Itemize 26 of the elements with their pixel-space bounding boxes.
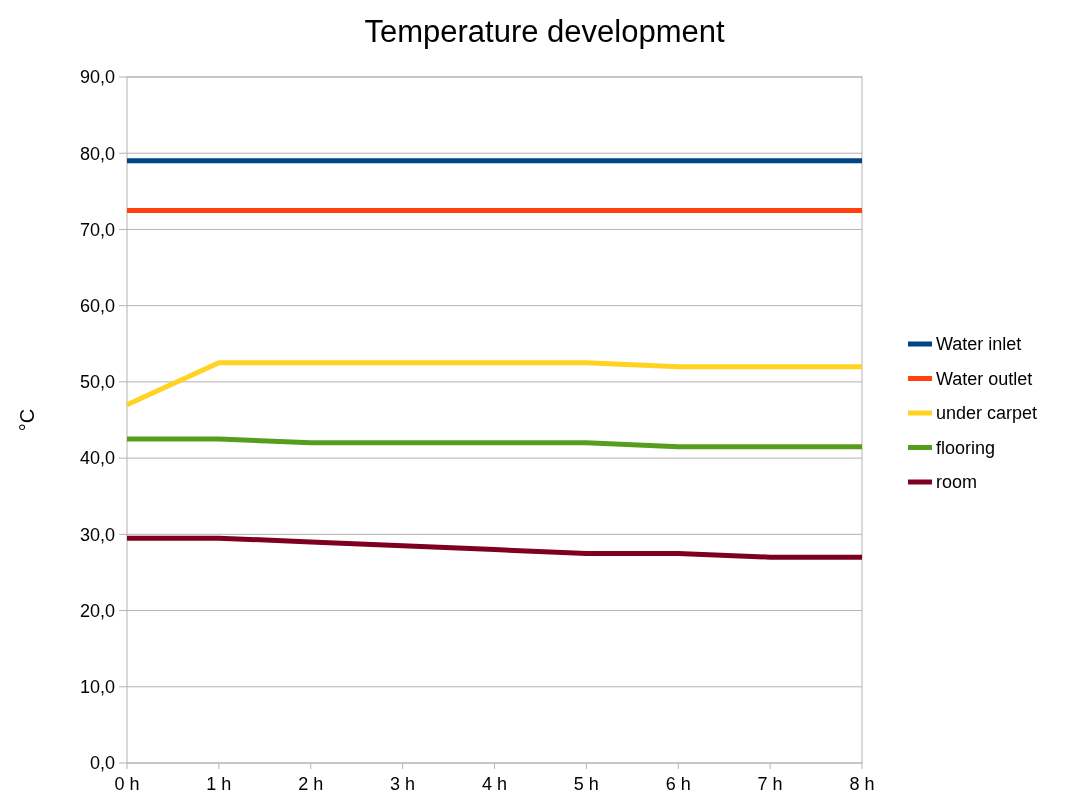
y-tick-label: 20,0: [79, 600, 115, 621]
y-tick-label: 80,0: [79, 143, 115, 164]
x-tick-label: 6 h: [665, 774, 691, 794]
legend-label: Water inlet: [936, 334, 1022, 355]
y-tick-label: 70,0: [79, 219, 115, 240]
y-tick-label: 0,0: [89, 753, 115, 774]
x-tick-label: 2 h: [298, 774, 324, 794]
chart-title: Temperature development: [364, 14, 725, 49]
legend-label: Water outlet: [936, 368, 1033, 389]
x-tick-label: 3 h: [390, 774, 416, 794]
x-tick-label: 7 h: [757, 774, 783, 794]
x-tick-label: 1 h: [206, 774, 232, 794]
y-tick-label: 60,0: [79, 295, 115, 316]
x-tick-label: 4 h: [481, 774, 508, 794]
legend-label: room: [936, 472, 978, 493]
y-tick-label: 10,0: [79, 677, 115, 698]
x-tick-label: 5 h: [573, 774, 599, 794]
y-tick-label: 30,0: [79, 524, 115, 545]
legend-label: flooring: [936, 437, 996, 458]
y-axis-title: °C: [16, 408, 38, 432]
y-tick-label: 90,0: [79, 67, 115, 88]
legend-label: under carpet: [936, 403, 1038, 424]
y-tick-label: 40,0: [79, 448, 115, 469]
x-tick-label: 8 h: [849, 774, 875, 794]
x-tick-label: 0 h: [114, 774, 140, 794]
y-tick-label: 50,0: [79, 372, 115, 393]
